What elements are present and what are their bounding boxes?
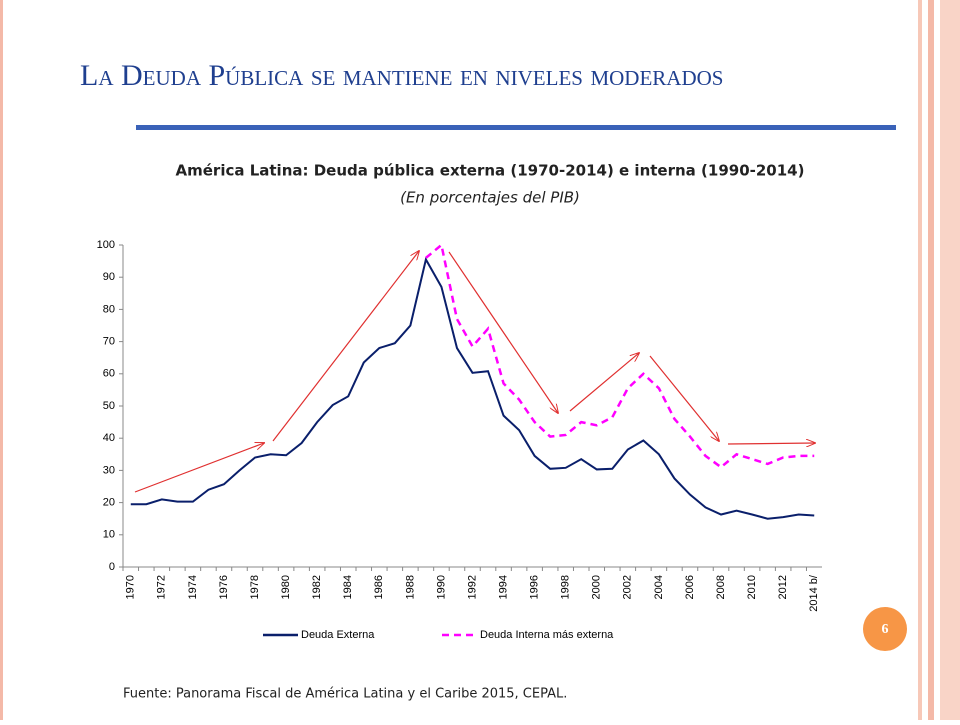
x-tick-label: 1984	[342, 575, 354, 599]
page-badge	[863, 607, 907, 651]
stripe	[940, 0, 960, 720]
chart-title: América Latina: Deuda pública externa (1…	[176, 162, 805, 180]
source: Fuente: Panorama Fiscal de América Latin…	[123, 687, 567, 702]
y-tick-label: 40	[103, 432, 115, 444]
x-tick-label: 1970	[125, 575, 137, 599]
stripe	[918, 0, 922, 720]
y-tick-label: 20	[103, 497, 115, 509]
x-tick-label: 1980	[280, 575, 292, 599]
arrow	[272, 251, 419, 442]
stripe	[928, 0, 934, 720]
slide-title: La Deuda Pública se mantiene en niveles …	[80, 59, 723, 92]
trend-arrows	[134, 251, 815, 493]
x-tick-label: 1972	[156, 575, 168, 599]
arrow	[569, 353, 639, 412]
arrow	[727, 443, 815, 444]
x-tick-label: 1976	[218, 575, 230, 599]
series-line	[130, 256, 815, 520]
legend-label: Deuda Externa	[301, 629, 375, 641]
x-tick-label: 1982	[311, 575, 323, 599]
y-tick-label: 80	[103, 303, 115, 315]
x-tick-label: 2014 b/	[808, 574, 820, 612]
series-line	[425, 242, 815, 469]
title-rule	[136, 125, 896, 130]
y-tick-label: 100	[97, 239, 115, 251]
x-tick-label: 1998	[560, 575, 572, 599]
x-tick-label: 1986	[373, 575, 385, 599]
y-tick-label: 30	[103, 464, 115, 476]
x-tick-label: 2008	[715, 575, 727, 599]
x-tick-label: 2002	[622, 575, 634, 599]
x-tick-label: 1978	[249, 575, 261, 599]
x-tick-label: 2010	[746, 575, 758, 599]
x-tick-label: 2004	[653, 575, 665, 599]
arrow	[448, 251, 558, 413]
y-tick-label: 10	[103, 529, 115, 541]
x-tick-label: 1974	[187, 575, 199, 599]
chart-subtitle: (En porcentajes del PIB)	[400, 189, 580, 207]
arrow	[134, 443, 264, 493]
x-tick-label: 1988	[404, 575, 416, 599]
plot: 0 10 20 30 40 50 60 70 80 90 100 1970 1972 1974 1976 19…	[97, 239, 822, 641]
y-tick-label: 90	[103, 271, 115, 283]
x-tick-label: 2006	[684, 575, 696, 599]
y-tick-label: 60	[103, 368, 115, 380]
x-tick-label: 2000	[591, 575, 603, 599]
x-tick-label: 1996	[529, 575, 541, 599]
page-number: 6	[882, 622, 889, 637]
x-tick-label: 1994	[497, 575, 509, 599]
x-tick-label: 2012	[777, 575, 789, 599]
y-tick-label: 70	[103, 336, 115, 348]
x-tick-label: 1992	[466, 575, 478, 599]
legend-label: Deuda Interna más externa	[480, 629, 614, 641]
left-border	[0, 0, 3, 720]
x-tick-label: 1990	[435, 575, 447, 599]
y-tick-label: 50	[103, 400, 115, 412]
arrow	[649, 355, 719, 441]
y-tick-label: 0	[109, 561, 115, 573]
